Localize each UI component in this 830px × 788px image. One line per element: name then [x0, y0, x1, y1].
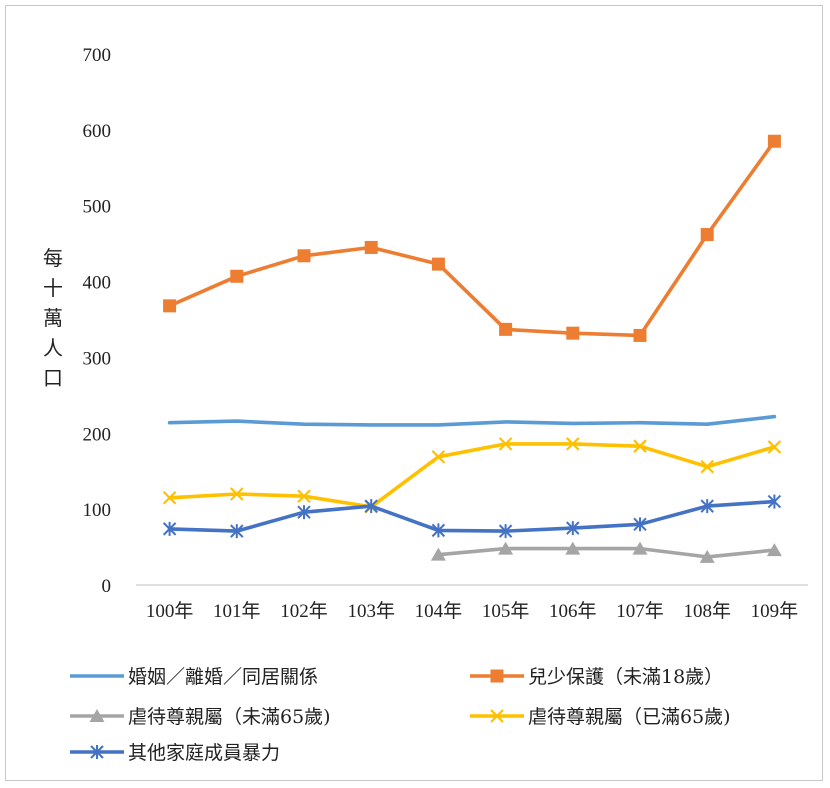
- legend-label: 婚姻／離婚／同居關係: [128, 666, 318, 688]
- y-axis-ticks: 0 100 200 300 400 500 600 700: [83, 45, 112, 597]
- data-point: [767, 440, 782, 454]
- series-3: [430, 541, 782, 563]
- y-tick-label: 500: [83, 197, 112, 218]
- data-point: [498, 437, 513, 451]
- x-tick-label: 105年: [482, 600, 530, 622]
- data-point: [364, 499, 378, 514]
- series-5: [162, 494, 782, 539]
- data-point: [633, 328, 647, 342]
- data-point: [700, 499, 714, 514]
- y-tick-label: 600: [83, 121, 112, 142]
- x-tick-label: 102年: [280, 600, 328, 622]
- x-tick-label: 100年: [146, 600, 194, 622]
- legend-item: 其他家庭成員暴力: [70, 742, 280, 764]
- data-point: [230, 487, 244, 501]
- y-axis-label-char: 每: [43, 246, 63, 270]
- data-point: [633, 517, 647, 532]
- data-point: [699, 549, 715, 563]
- legend-marker: [490, 669, 504, 683]
- legend-label: 兒少保護（未滿18歲）: [528, 666, 723, 688]
- x-tick-label: 107年: [616, 600, 664, 622]
- x-tick-label: 103年: [347, 600, 395, 622]
- series-line: [167, 442, 777, 509]
- data-point: [565, 541, 581, 555]
- data-point: [431, 257, 445, 271]
- y-axis-label-char: 萬: [43, 306, 63, 330]
- data-point: [430, 547, 446, 561]
- data-point: [162, 521, 177, 536]
- series-4: [162, 437, 782, 514]
- series-line: [167, 139, 777, 338]
- legend-marker: [490, 709, 504, 723]
- data-point: [499, 322, 513, 336]
- data-point: [297, 505, 311, 520]
- legend: 婚姻／離婚／同居關係 兒少保護（未滿18歲） 虐待尊親屬（未滿65歲) 虐待尊親屬（已…: [70, 666, 731, 764]
- x-tick-label: 101年: [213, 600, 261, 622]
- data-point: [498, 541, 514, 555]
- legend-item: 兒少保護（未滿18歲）: [470, 666, 723, 688]
- x-tick-label: 108年: [683, 600, 731, 622]
- y-tick-label: 700: [83, 45, 112, 66]
- y-tick-label: 300: [83, 348, 112, 369]
- legend-label: 其他家庭成員暴力: [128, 742, 280, 764]
- legend-marker: [90, 745, 104, 759]
- y-tick-label: 400: [83, 273, 112, 294]
- data-point: [566, 521, 580, 536]
- data-point: [364, 240, 378, 254]
- legend-label: 虐待尊親屬（未滿65歲): [128, 706, 331, 728]
- data-point: [230, 524, 244, 539]
- data-point: [297, 489, 311, 504]
- data-point: [700, 459, 714, 474]
- series-2: [163, 134, 781, 342]
- y-axis-label-char: 口: [43, 366, 63, 390]
- data-point: [498, 524, 513, 539]
- legend-marker: [89, 709, 105, 722]
- x-tick-label: 104年: [415, 600, 463, 622]
- data-point: [163, 299, 177, 313]
- data-point: [162, 490, 177, 505]
- series-line: [436, 546, 777, 559]
- data-point: [230, 269, 244, 283]
- series-line: [167, 414, 777, 427]
- data-point: [632, 541, 648, 555]
- y-axis-label-char: 十: [43, 276, 63, 300]
- data-point: [431, 523, 446, 538]
- data-point: [767, 494, 782, 509]
- x-tick-label: 109年: [751, 600, 799, 622]
- x-tick-label: 106年: [549, 600, 597, 622]
- legend-item: 婚姻／離婚／同居關係: [70, 666, 318, 688]
- data-point: [297, 249, 311, 263]
- data-point: [566, 437, 580, 451]
- chart-frame: [5, 5, 823, 781]
- data-point: [633, 439, 647, 453]
- y-tick-label: 0: [102, 576, 112, 597]
- series-line: [167, 499, 777, 533]
- legend-item: 虐待尊親屬（已滿65歲): [470, 706, 731, 728]
- x-axis-ticks: 100年 101年 102年 103年 104年 105年 106年 107年 108年 109年: [146, 600, 798, 622]
- data-point: [767, 134, 781, 148]
- data-point: [700, 228, 714, 242]
- data-point: [766, 543, 782, 557]
- y-tick-label: 200: [83, 424, 112, 445]
- y-axis-label-char: 人: [43, 336, 63, 360]
- data-point: [566, 326, 580, 340]
- data-point: [431, 450, 446, 464]
- y-tick-label: 100: [83, 500, 112, 521]
- series-layer: [162, 134, 782, 563]
- series-1: [167, 414, 777, 427]
- legend-item: 虐待尊親屬（未滿65歲): [70, 706, 331, 728]
- legend-label: 虐待尊親屬（已滿65歲): [528, 706, 731, 728]
